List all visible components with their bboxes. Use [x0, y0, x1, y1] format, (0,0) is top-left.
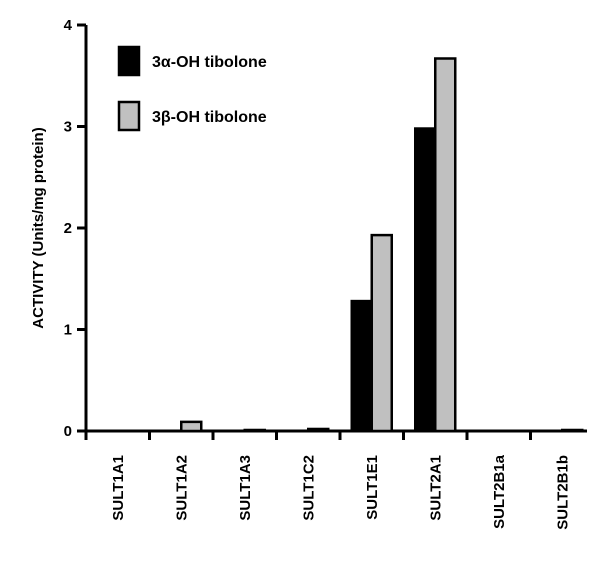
x-category-label: SULT2B1a [491, 454, 508, 529]
bar-beta-sult1e1 [370, 233, 393, 433]
legend-label-alpha: 3α-OH tibolone [152, 54, 267, 71]
x-category-label: SULT1C2 [300, 455, 317, 521]
bars [180, 57, 584, 433]
legend-label-beta: 3β-OH tibolone [152, 109, 267, 126]
x-category-label: SULT1A3 [237, 455, 254, 521]
axes: 0 1 2 3 4 SULT1A1 SULT1A2 SULT1A3 SULT1C2 SULT1E1… [64, 17, 587, 530]
bar-beta-sult2a1 [434, 57, 457, 433]
bar-beta-sult1a3 [243, 428, 266, 433]
legend-swatch-beta [117, 100, 141, 132]
bar-beta-sult1c2 [307, 427, 330, 433]
y-tick-label: 2 [64, 220, 72, 237]
bar-alpha-sult2a1 [414, 127, 437, 433]
legend: 3α-OH tibolone 3β-OH tibolone [117, 45, 267, 132]
x-category-label: SULT2B1b [554, 455, 571, 530]
legend-swatch-alpha [117, 45, 141, 77]
x-category-label: SULT2A1 [427, 455, 444, 521]
x-category-label: SULT1A2 [173, 455, 190, 521]
y-axis-title-group: ACTIVITY (Units/mg protein) [30, 127, 47, 328]
bar-beta-sult2b1b [561, 428, 584, 433]
bar-beta-sult1a2 [180, 420, 203, 433]
y-tick-label: 3 [64, 119, 72, 136]
y-tick-label: 1 [64, 322, 72, 339]
y-tick-label: 0 [64, 423, 72, 440]
x-category-label: SULT1A1 [110, 455, 127, 521]
x-category-label: SULT1E1 [364, 455, 381, 520]
y-tick-label: 4 [64, 17, 73, 34]
bar-alpha-sult1e1 [350, 299, 373, 433]
y-axis-title: ACTIVITY (Units/mg protein) [30, 127, 47, 328]
